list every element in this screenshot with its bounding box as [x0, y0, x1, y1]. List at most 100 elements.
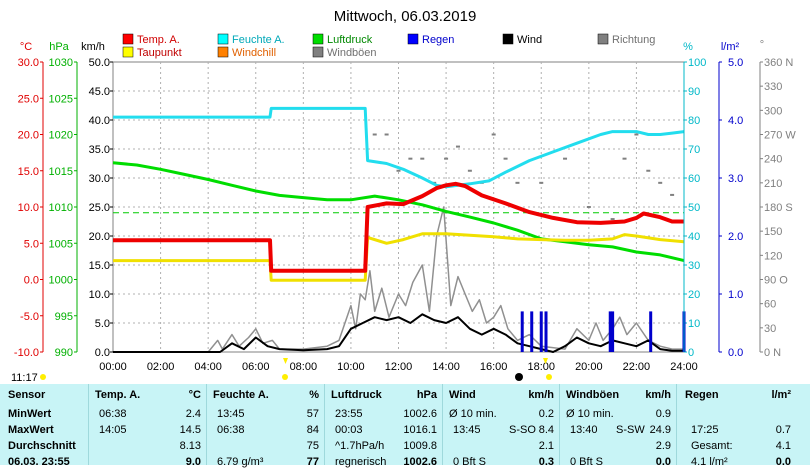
- statistics-panel: Sensor MinWert MaxWert Durchschnitt 06.0…: [0, 384, 810, 468]
- direction-tick-label: 240: [764, 154, 782, 166]
- rain-axis-unit: l/m²: [721, 41, 740, 53]
- rain-tick-label: 3.0: [728, 173, 743, 185]
- x-tick-label: 06:00: [242, 361, 270, 373]
- humidity-tick-label: 100: [688, 57, 706, 69]
- x-tick-label: 10:00: [337, 361, 365, 373]
- stats-wind-avg10-value: 0.2: [538, 408, 554, 420]
- stats-pressure-forecast: regnerisch: [335, 456, 387, 468]
- direction-point: [539, 181, 544, 184]
- direction-tick-label: 360 N: [764, 57, 793, 69]
- stats-humidity-max-time: 06:38: [217, 424, 245, 436]
- temp-tick-label: 25.0: [18, 93, 39, 105]
- stats-sensor-header: Sensor: [8, 389, 46, 401]
- direction-point: [396, 169, 401, 172]
- rain-tick-label: 5.0: [728, 57, 743, 69]
- stats-gust-max-value: 24.9: [649, 424, 671, 436]
- stats-wind-header: Wind: [449, 389, 476, 401]
- direction-point: [372, 133, 377, 136]
- legend-swatch: [502, 33, 514, 45]
- direction-tick-label: 180 S: [764, 202, 793, 214]
- stats-col-gust: Windböen km/h Ø 10 min. 0.9 13:40 S-SW 2…: [559, 384, 677, 468]
- stats-wind-max-value: 8.4: [538, 424, 554, 436]
- legend-label: Windböen: [327, 47, 377, 59]
- stats-temp-current-value: 9.0: [185, 456, 201, 468]
- stats-gust-header: Windböen: [566, 389, 620, 401]
- chart-legend: Temp. A. Feuchte A. Luftdruck Regen Wind Rich…: [122, 33, 655, 59]
- stats-gust-bft: 0 Bft S: [570, 456, 604, 468]
- current-time: 11:17: [11, 372, 38, 384]
- direction-tick-label: 90 O: [764, 275, 788, 287]
- sunrise-marker-icon: [40, 374, 46, 380]
- stats-temp-avg-value: 8.13: [179, 440, 201, 452]
- pressure-tick-label: 1030: [49, 57, 73, 69]
- humidity-tick-label: 40: [688, 231, 700, 243]
- stats-gust-avg10-label: Ø 10 min.: [566, 408, 614, 420]
- x-tick-label: 00:00: [99, 361, 127, 373]
- stats-humidity-current-value: 77: [306, 456, 319, 468]
- stats-rain-max-value: 0.7: [775, 424, 791, 436]
- humidity-tick-label: 0: [688, 347, 694, 359]
- stats-rain-unit: l/m²: [771, 389, 791, 401]
- stats-col-temp: Temp. A. °C 06:38 2.4 14:05 14.5 8.13 9.…: [88, 384, 207, 468]
- stats-col-wind: Wind km/h Ø 10 min. 0.2 13:45 S-SO 8.4 2…: [442, 384, 560, 468]
- x-tick-label: 02:00: [147, 361, 175, 373]
- stats-pressure-trend: ^1.7hPa/h: [335, 440, 385, 452]
- direction-point: [515, 181, 520, 184]
- legend-label: Regen: [422, 34, 454, 46]
- stats-gust-unit: km/h: [645, 389, 671, 401]
- moon-marker-icon: [515, 373, 523, 381]
- wind-tick-label: 40.0: [89, 115, 110, 127]
- x-tick-label: 12:00: [385, 361, 413, 373]
- series-line-windb-en: [113, 206, 684, 353]
- humidity-tick-label: 50: [688, 202, 700, 214]
- x-tick-label: 16:00: [480, 361, 508, 373]
- stats-pressure-max-value: 1016.1: [403, 424, 437, 436]
- stats-humidity-min-value: 57: [306, 408, 319, 420]
- temp-tick-label: 10.0: [18, 202, 39, 214]
- direction-tick-label: 30: [764, 323, 776, 335]
- humidity-tick-label: 80: [688, 115, 700, 127]
- stats-gust-avg-value: 2.9: [655, 440, 671, 452]
- sunset-marker-icon: [543, 358, 548, 364]
- series-line-temp-a: [113, 181, 684, 273]
- stats-temp-max-time: 14:05: [99, 424, 127, 436]
- stats-humidity-max-value: 84: [306, 424, 319, 436]
- chart-title: Mittwoch, 06.03.2019: [334, 8, 477, 25]
- stats-temp-unit: °C: [188, 389, 201, 401]
- direction-point: [491, 133, 496, 136]
- stats-temp-max-value: 14.5: [179, 424, 201, 436]
- stats-row-min-label: MinWert: [8, 408, 52, 420]
- pressure-tick-label: 1005: [49, 238, 73, 250]
- stats-temp-header: Temp. A.: [95, 389, 141, 401]
- direction-tick-label: 300: [764, 105, 782, 117]
- pressure-tick-label: 1010: [49, 202, 73, 214]
- wind-tick-label: 5.0: [95, 318, 110, 330]
- stats-pressure-min-time: 23:55: [335, 408, 363, 420]
- direction-tick-label: 150: [764, 226, 782, 238]
- direction-tick-label: 330: [764, 81, 782, 93]
- wind-tick-label: 25.0: [89, 202, 110, 214]
- legend-swatch: [312, 46, 324, 58]
- legend-swatch: [407, 33, 419, 45]
- stats-row-current-label: 06.03. 23:55: [8, 456, 70, 468]
- direction-point: [586, 206, 591, 208]
- humidity-tick-label: 30: [688, 260, 700, 272]
- stats-pressure-unit: hPa: [416, 389, 437, 401]
- rain-bar: [649, 311, 653, 352]
- pressure-axis-unit: hPa: [49, 41, 69, 53]
- rain-tick-label: 0.0: [728, 347, 743, 359]
- stats-rain-header: Regen: [685, 389, 719, 401]
- pressure-tick-label: 990: [55, 347, 73, 359]
- temp-tick-label: 20.0: [18, 130, 39, 142]
- stats-gust-current-value: 0.0: [655, 456, 671, 468]
- temp-tick-label: -5.0: [20, 311, 39, 323]
- temp-axis-unit: °C: [20, 41, 32, 53]
- rain-bar: [611, 311, 615, 352]
- direction-axis-unit: °: [760, 39, 764, 51]
- legend-label: Luftdruck: [327, 34, 373, 46]
- stats-row-avg-label: Durchschnitt: [8, 440, 76, 452]
- stats-row-max-label: MaxWert: [8, 424, 54, 436]
- temp-tick-label: 0.0: [24, 275, 39, 287]
- wind-tick-label: 30.0: [89, 173, 110, 185]
- direction-point: [503, 157, 508, 160]
